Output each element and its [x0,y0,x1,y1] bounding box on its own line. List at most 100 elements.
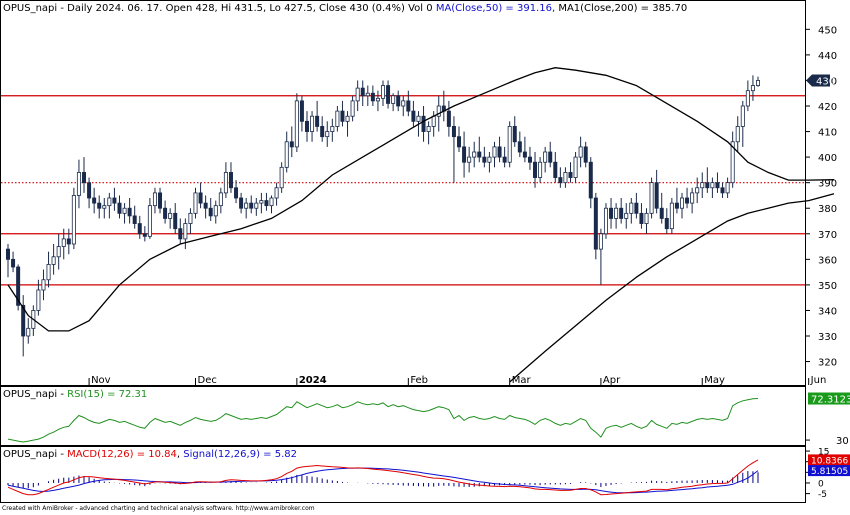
candle-body [563,172,568,184]
macd-pane-frame [0,446,806,503]
candle-body [259,200,264,204]
candle-body [416,115,421,122]
price-axis-label: 330 [818,332,837,343]
macd-series-line [7,459,759,496]
candle-body [512,126,517,143]
candle-body [107,197,112,207]
month-label: Dec [198,375,217,386]
candle-body [16,266,21,306]
candle-body [664,218,669,230]
candle-body [163,207,168,219]
candle-body [254,202,259,209]
candle-body [436,105,441,117]
candle-body [431,115,436,127]
candle-body [21,304,26,337]
rsi-pane[interactable]: 30 OPUS_napi - RSI(15) = 72.31 72.3123 [0,386,850,448]
rsi-axis-label: 30 [836,436,849,447]
candle-body [41,279,46,291]
candle-body [325,131,330,138]
signal-badge-label: 5.81505 [811,467,848,477]
price-pane[interactable]: 320 330 340 350 360 370 380 390 400 410 420 430 440 4… [0,0,838,387]
candle-body [553,161,558,178]
candle-body [467,156,472,163]
candle-body [451,126,456,138]
last-close-badge: 430 [806,74,835,87]
candle-body [502,156,507,163]
candle-body [244,202,249,209]
candle-body [82,172,87,184]
candle-body [598,233,603,250]
candle-body [482,156,487,163]
candle-body [173,212,178,230]
candle-body [92,197,97,204]
candle-body [365,92,370,97]
candle-body [654,182,659,209]
price-pane-frame [0,0,806,386]
candle-body [360,87,365,97]
candle-body [299,100,304,122]
candle-body [446,110,451,127]
candle-body [583,146,588,163]
candle-body [517,141,522,153]
macd-value-badge: 10.8366 [808,454,850,466]
candle-body [87,182,92,199]
candle-body [674,202,679,209]
candle-body [208,207,213,217]
candle-body [51,256,56,265]
price-header: OPUS_napi - Daily 2024. 06. 17. Open 428… [3,3,687,14]
rsi-value-badge: 72.3123 [808,392,850,406]
macd-pane[interactable]: 151050-5 OPUS_napi - MACD(12,26) = 10.84… [0,446,850,503]
candle-body [234,187,239,199]
candle-body [203,202,208,209]
candle-body [66,238,71,245]
candle-body [725,182,730,194]
candle-body [239,197,244,209]
candle-body [710,182,715,189]
month-label: Jun [810,375,827,386]
candle-body [700,182,705,189]
candle-body [462,146,467,163]
price-axis-label: 370 [818,230,837,241]
candle-body [487,156,492,163]
candle-body [223,172,228,194]
candle-body [102,205,107,209]
candle-body [218,192,223,207]
candle-body [634,202,639,214]
candle-body [228,172,233,189]
candle-body [345,115,350,122]
month-label: Apr [603,375,621,386]
candle-body [740,105,745,127]
candle-body [304,120,309,132]
candle-body [198,192,203,204]
candle-body [386,85,391,104]
last-close-label: 430 [816,76,835,87]
ma200-line [509,193,835,383]
candle-body [756,80,761,86]
candle-body [603,207,608,235]
price-axis-label: 350 [818,281,837,292]
candle-body [112,197,117,204]
candle-body [619,207,624,219]
candle-body [158,192,163,209]
rsi-pane-frame [0,386,806,446]
month-label: May [704,375,725,386]
candle-body [548,151,553,163]
candle-body [355,87,360,102]
candle-body [71,195,76,245]
candle-body [127,207,132,217]
candle-body [315,115,320,127]
candle-body [401,100,406,107]
candle-body [350,100,355,117]
candle-body [730,141,735,184]
candle-body [558,177,563,184]
candle-body [274,187,279,199]
candle-body [669,202,674,230]
candle-body [330,126,335,132]
macd-axis-label: 15 [818,448,829,458]
candle-body [46,264,51,281]
candle-body [178,228,183,240]
candle-body [132,215,137,224]
month-label: Nov [91,375,111,386]
candle-body [168,212,173,219]
